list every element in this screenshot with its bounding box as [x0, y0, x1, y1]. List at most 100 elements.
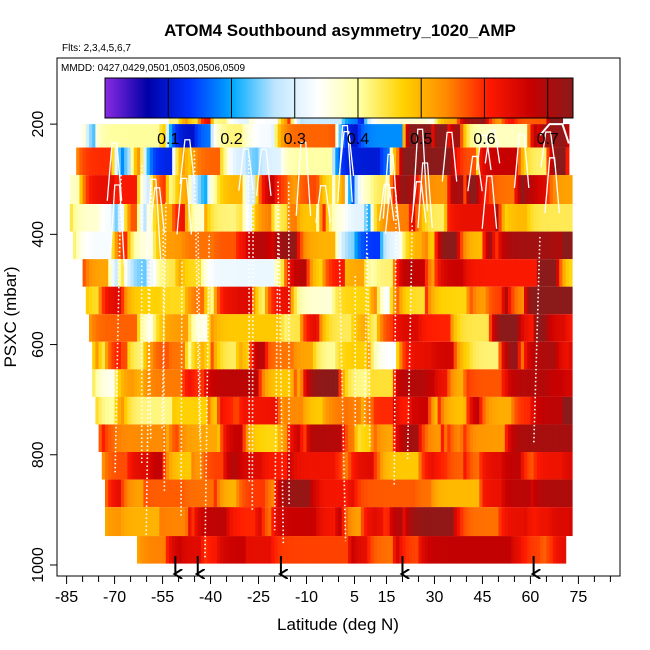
heatmap-cell	[325, 507, 330, 537]
heatmap-cell	[424, 175, 429, 205]
heatmap-cell	[156, 369, 160, 397]
heatmap-cell	[360, 479, 365, 508]
heatmap-cell	[556, 314, 560, 342]
heatmap-cell	[184, 204, 189, 232]
heatmap-cell	[517, 479, 522, 508]
heatmap-cell	[194, 286, 199, 315]
heatmap-cell	[498, 479, 503, 508]
heatmap-cell	[204, 341, 208, 370]
heatmap-cell	[568, 314, 573, 342]
heatmap-cell	[440, 424, 445, 453]
heatmap-cell	[175, 507, 180, 537]
flight-track-dots	[277, 181, 285, 544]
heatmap-cell	[332, 231, 336, 260]
heatmap-cell	[536, 147, 541, 176]
heatmap-cell	[344, 341, 349, 370]
heatmap-cell	[447, 424, 452, 453]
heatmap-cell	[188, 396, 192, 425]
heatmap-cell	[504, 424, 509, 453]
heatmap-cell	[364, 507, 368, 537]
heatmap-cell	[456, 452, 461, 480]
heatmap-cell	[261, 286, 266, 315]
heatmap-cell	[114, 175, 119, 205]
heatmap-cell	[264, 286, 269, 315]
heatmap-cell	[428, 124, 432, 148]
heatmap-cell	[108, 124, 112, 148]
heatmap-cell	[191, 479, 196, 508]
heatmap-cell	[565, 341, 570, 370]
heatmap-cell	[136, 286, 141, 315]
heatmap-cell	[248, 204, 253, 232]
heatmap-cell	[328, 286, 333, 315]
heatmap-cell	[316, 204, 320, 232]
heatmap-cell	[290, 424, 295, 453]
heatmap-cell	[504, 396, 509, 425]
heatmap-cell	[418, 259, 423, 287]
heatmap-cell	[319, 175, 324, 205]
heatmap-cell	[114, 396, 119, 425]
heatmap-cell	[370, 507, 375, 537]
heatmap-cell	[264, 124, 269, 148]
heatmap-cell	[453, 396, 458, 425]
heatmap-cell	[533, 314, 538, 342]
heatmap-cell	[248, 175, 253, 205]
heatmap-cell	[370, 341, 375, 370]
heatmap-cell	[354, 507, 359, 537]
heatmap-cell	[552, 396, 557, 425]
heatmap-cell	[376, 536, 381, 564]
heatmap-cell	[319, 507, 324, 537]
colorbar-tick-label: 0.5	[410, 131, 432, 148]
heatmap-cell	[424, 204, 429, 232]
heatmap-cell	[530, 536, 535, 564]
heatmap-cell	[152, 536, 157, 564]
heatmap-cell	[344, 286, 349, 315]
heatmap-cell	[476, 396, 480, 425]
heatmap-cell	[236, 479, 240, 508]
heatmap-cell	[156, 314, 160, 342]
heatmap-cell	[485, 369, 490, 397]
colorbar-bar	[104, 77, 574, 119]
heatmap-cell	[104, 231, 109, 260]
flight-track-dots	[204, 235, 211, 558]
heatmap-cell	[536, 396, 541, 425]
heatmap-cell	[124, 452, 128, 480]
heatmap-cell	[335, 314, 340, 342]
heatmap-cell	[524, 341, 528, 370]
heatmap-cell	[216, 124, 221, 148]
heatmap-cell	[376, 286, 381, 315]
heatmap-cell	[146, 369, 151, 397]
heatmap-cell	[316, 396, 320, 425]
heatmap-cell	[293, 147, 298, 176]
heatmap-cell	[300, 396, 304, 425]
heatmap-cell	[268, 314, 272, 342]
heatmap-cell	[191, 147, 196, 176]
heatmap-cell	[114, 314, 119, 342]
heatmap-cell	[357, 175, 362, 205]
heatmap-cell	[562, 507, 567, 537]
heatmap-cell	[444, 314, 448, 342]
heatmap-cell	[229, 424, 234, 453]
heatmap-cell	[565, 175, 570, 205]
heatmap-cell	[280, 479, 285, 508]
heatmap-cell	[386, 396, 391, 425]
heatmap-cell	[312, 452, 317, 480]
heatmap-cell	[472, 452, 477, 480]
heatmap-cell	[408, 259, 413, 287]
heatmap-cell	[232, 369, 237, 397]
heatmap-cell	[367, 204, 372, 232]
heatmap-cell	[229, 147, 234, 176]
heatmap-cell	[306, 147, 311, 176]
heatmap-cell	[492, 175, 496, 205]
heatmap-cell	[402, 231, 407, 260]
heatmap-cell	[447, 259, 452, 287]
heatmap-cell	[255, 507, 260, 537]
heatmap-cell	[245, 369, 250, 397]
heatmap-cell	[178, 314, 183, 342]
heatmap-cell	[82, 259, 87, 287]
heatmap-cell	[421, 314, 426, 342]
heatmap-cell	[152, 369, 157, 397]
heatmap-cell	[309, 314, 314, 342]
heatmap-cell	[114, 231, 119, 260]
heatmap-cell	[396, 175, 400, 205]
heatmap-cell	[309, 175, 314, 205]
